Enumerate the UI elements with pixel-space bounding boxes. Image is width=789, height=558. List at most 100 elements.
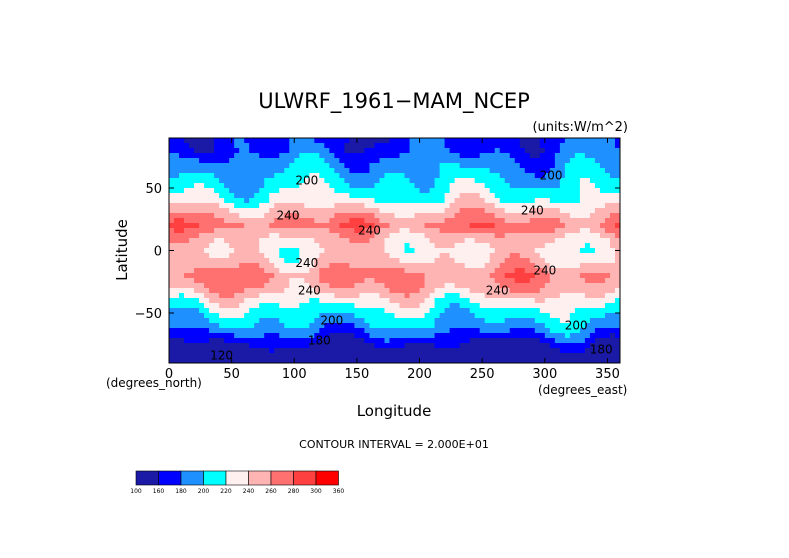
heatmap-cell — [214, 243, 220, 249]
heatmap-cell — [239, 253, 245, 259]
heatmap-cell — [229, 228, 235, 234]
heatmap-cell — [474, 188, 481, 194]
heatmap-cell — [509, 278, 516, 284]
heatmap-cell — [544, 298, 551, 304]
heatmap-cell — [469, 243, 476, 249]
heatmap-cell — [209, 258, 215, 264]
heatmap-cell — [334, 258, 340, 264]
heatmap-cell — [199, 328, 205, 334]
heatmap-cell — [489, 303, 496, 309]
heatmap-cell — [574, 273, 581, 279]
heatmap-cell — [584, 153, 591, 159]
heatmap-cell — [194, 153, 200, 159]
heatmap-cell — [454, 173, 461, 179]
heatmap-cell — [404, 153, 411, 159]
heatmap-cell — [234, 263, 240, 269]
heatmap-cell — [509, 308, 516, 314]
heatmap-cell — [399, 353, 406, 359]
heatmap-cell — [499, 298, 506, 304]
heatmap-cell — [369, 173, 376, 179]
heatmap-cell — [484, 323, 491, 329]
heatmap-cell — [499, 183, 506, 189]
heatmap-cell — [354, 178, 361, 184]
heatmap-cell — [239, 148, 245, 154]
heatmap-cell — [329, 198, 335, 204]
heatmap-cell — [299, 293, 305, 299]
heatmap-cell — [569, 193, 576, 199]
heatmap-cell — [419, 153, 426, 159]
heatmap-cell — [574, 143, 581, 149]
heatmap-cell — [444, 288, 451, 294]
heatmap-cell — [404, 358, 411, 363]
heatmap-cell — [544, 263, 551, 269]
heatmap-cell — [224, 143, 230, 149]
heatmap-cell — [514, 208, 521, 214]
heatmap-cell — [439, 218, 446, 224]
contour-label: 240 — [295, 256, 318, 270]
heatmap-cell — [519, 233, 526, 239]
heatmap-cell — [244, 308, 250, 314]
heatmap-cell — [319, 268, 325, 274]
heatmap-cell — [239, 178, 245, 184]
heatmap-cell — [399, 143, 406, 149]
heatmap-cell — [604, 293, 611, 299]
contour-label: 200 — [295, 174, 318, 188]
heatmap-cell — [384, 263, 391, 269]
heatmap-cell — [454, 328, 461, 334]
heatmap-cell — [604, 168, 611, 174]
heatmap-cell — [204, 308, 210, 314]
heatmap-cell — [399, 298, 406, 304]
heatmap-cell — [594, 183, 601, 189]
heatmap-cell — [464, 243, 471, 249]
heatmap-cell — [389, 313, 396, 319]
heatmap-cell — [234, 178, 240, 184]
heatmap-cell — [364, 188, 371, 194]
heatmap-cell — [549, 293, 556, 299]
heatmap-cell — [524, 198, 531, 204]
heatmap-cell — [464, 268, 471, 274]
heatmap-cell — [339, 323, 345, 329]
heatmap-cell — [364, 278, 371, 284]
heatmap-cell — [199, 338, 205, 344]
heatmap-cell — [579, 223, 586, 229]
heatmap-cell — [604, 318, 611, 324]
heatmap-cell — [229, 148, 235, 154]
heatmap-cell — [179, 208, 185, 214]
heatmap-cell — [229, 218, 235, 224]
heatmap-cell — [519, 318, 526, 324]
heatmap-cell — [224, 258, 230, 264]
heatmap-cell — [429, 303, 436, 309]
heatmap-cell — [244, 193, 250, 199]
heatmap-cell — [239, 173, 245, 179]
heatmap-cell — [584, 243, 591, 249]
heatmap-cell — [399, 213, 406, 219]
heatmap-cell — [174, 213, 180, 219]
heatmap-cell — [254, 328, 260, 334]
heatmap-cell — [239, 313, 245, 319]
heatmap-cell — [559, 243, 566, 249]
heatmap-cell — [499, 283, 506, 289]
heatmap-cell — [244, 358, 250, 363]
heatmap-cell — [564, 198, 571, 204]
heatmap-cell — [344, 158, 350, 164]
heatmap-cell — [289, 248, 295, 254]
units-label: (units:W/m^2) — [532, 120, 628, 135]
heatmap-cell — [339, 313, 345, 319]
heatmap-cell — [169, 188, 175, 194]
heatmap-cell — [374, 303, 381, 309]
heatmap-cell — [169, 333, 175, 339]
heatmap-cell — [424, 228, 431, 234]
heatmap-cell — [289, 188, 295, 194]
heatmap-cell — [509, 208, 516, 214]
heatmap-cell — [239, 203, 245, 209]
heatmap-cell — [184, 243, 190, 249]
heatmap-cell — [244, 343, 250, 349]
heatmap-cell — [549, 278, 556, 284]
heatmap-cell — [449, 358, 456, 363]
heatmap-cell — [544, 273, 551, 279]
heatmap-cell — [554, 238, 561, 244]
heatmap-cell — [529, 233, 536, 239]
heatmap-cell — [339, 223, 345, 229]
heatmap-cell — [609, 203, 616, 209]
heatmap-cell — [274, 343, 280, 349]
